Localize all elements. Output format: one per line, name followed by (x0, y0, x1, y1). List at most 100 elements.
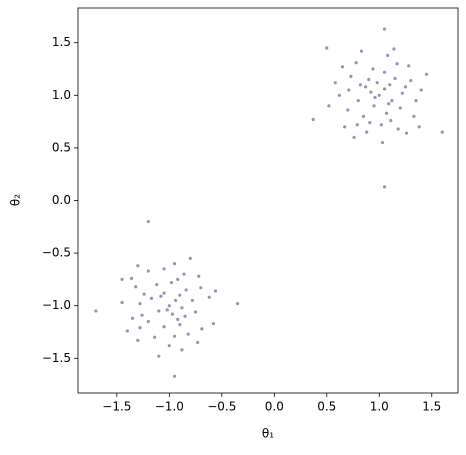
point (200, 327, 204, 331)
point (386, 53, 390, 57)
point (183, 314, 187, 318)
point (393, 76, 397, 81)
point (412, 114, 416, 118)
point (379, 123, 383, 127)
y-axis-label: θ₂ (9, 194, 23, 206)
point (349, 74, 353, 78)
point (382, 87, 387, 91)
point (375, 81, 379, 85)
point (167, 344, 171, 348)
point (373, 95, 377, 100)
point (390, 98, 394, 103)
point (120, 277, 124, 281)
point (199, 286, 203, 290)
point (125, 329, 129, 333)
point (184, 288, 188, 292)
point (169, 280, 174, 285)
point (142, 292, 146, 296)
point (352, 135, 356, 139)
point (355, 123, 359, 127)
point (120, 300, 124, 305)
y-tick-label: 0.5 (52, 140, 71, 154)
point (157, 309, 161, 313)
point (136, 338, 140, 343)
point (136, 264, 140, 268)
point (190, 298, 195, 303)
point (327, 104, 331, 108)
point (382, 185, 387, 189)
point (157, 354, 161, 358)
point (365, 130, 369, 134)
point (167, 304, 171, 308)
point (377, 93, 381, 97)
point (368, 121, 372, 125)
point (419, 88, 423, 92)
point (197, 274, 201, 278)
point (404, 131, 409, 135)
point (129, 276, 134, 280)
point (174, 298, 178, 303)
point (364, 85, 368, 89)
point (371, 67, 375, 71)
point (385, 111, 389, 115)
point (170, 312, 175, 316)
point (389, 118, 393, 123)
point (343, 125, 347, 129)
point (176, 317, 180, 321)
y-tick-label: 1.5 (52, 35, 71, 49)
point (172, 374, 177, 378)
point (134, 285, 138, 289)
point (207, 295, 211, 299)
point (165, 308, 169, 312)
point (196, 340, 200, 345)
point (417, 125, 421, 129)
point (140, 313, 144, 317)
point (387, 102, 391, 106)
point (346, 108, 350, 112)
y-tick-label: 0.0 (52, 193, 71, 207)
point (382, 70, 387, 74)
point (396, 127, 400, 131)
point (380, 141, 385, 145)
point (403, 85, 408, 89)
y-tick-label: −0.5 (42, 246, 71, 260)
point (153, 335, 157, 339)
point (392, 47, 396, 51)
point (359, 49, 364, 53)
point (188, 256, 192, 260)
y-tick-label: 1.0 (52, 88, 71, 102)
point (424, 72, 429, 76)
point (211, 321, 216, 326)
point (337, 93, 341, 97)
point (311, 117, 315, 122)
point (354, 61, 358, 65)
point (367, 77, 371, 82)
point (176, 277, 180, 281)
point (409, 78, 413, 83)
x-axis-label: θ₁ (262, 427, 274, 441)
point (325, 46, 329, 50)
point (440, 130, 444, 134)
point (162, 291, 166, 295)
x-tick-label: 1.0 (370, 400, 389, 414)
point (180, 348, 184, 352)
y-tick-label: −1.0 (42, 298, 71, 312)
point (361, 114, 366, 118)
point (398, 106, 402, 110)
point (172, 334, 177, 338)
point (414, 98, 418, 103)
x-tick-label: −1.5 (102, 400, 131, 414)
point (155, 283, 159, 287)
point (372, 104, 376, 108)
point (400, 91, 404, 95)
x-tick-label: −0.5 (207, 400, 236, 414)
point (340, 65, 345, 69)
point (382, 27, 387, 31)
point (172, 262, 177, 266)
point (178, 323, 182, 327)
point (149, 296, 154, 300)
point (159, 294, 163, 298)
point (213, 289, 218, 293)
point (162, 267, 166, 271)
